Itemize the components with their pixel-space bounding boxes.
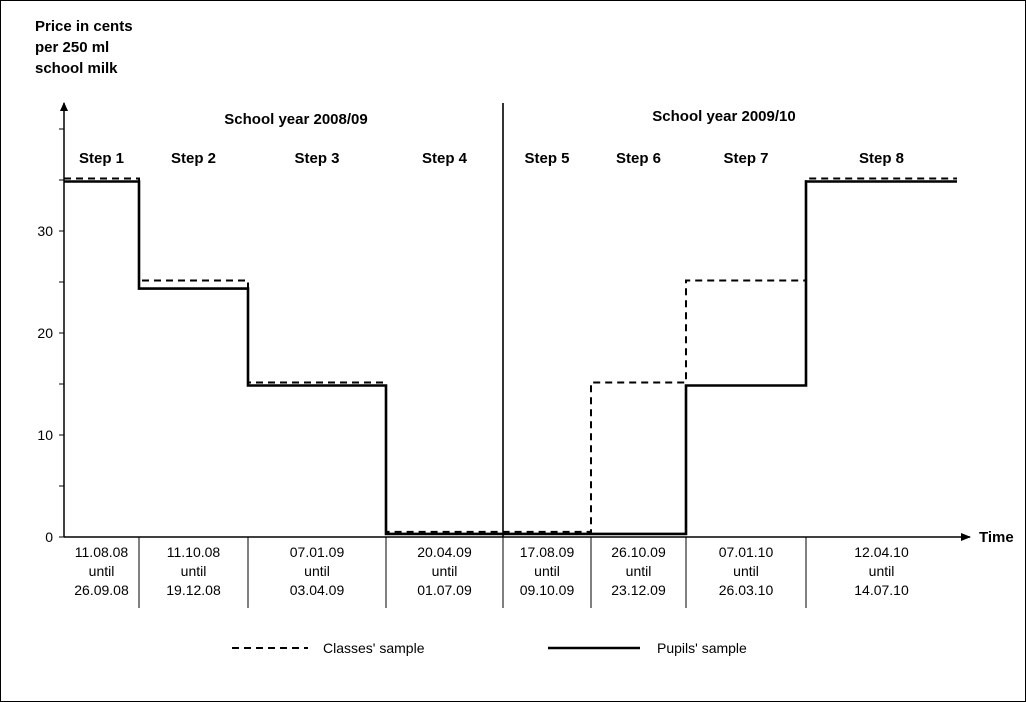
period-label: until [432,563,458,579]
pupils-legend-label: Pupils' sample [657,640,747,656]
step-label: Step 3 [294,150,339,167]
period-label: 03.04.09 [290,582,345,598]
period-label: until [534,563,560,579]
period-label: 23.12.09 [611,582,666,598]
step-label: Step 2 [171,150,216,167]
y-axis-arrow [60,102,68,111]
y-tick-label: 0 [45,529,53,545]
period-label: 11.08.08 [75,544,129,560]
period-label: 26.09.08 [74,582,129,598]
y-tick-label: 20 [37,325,53,341]
period-label: 26.10.09 [611,544,666,560]
period-label: 07.01.10 [719,544,774,560]
step-label: Step 7 [723,150,768,167]
period-label: until [304,563,330,579]
period-label: until [869,563,895,579]
period-label: 20.04.09 [417,544,472,560]
period-label: 01.07.09 [417,582,472,598]
school-year-label: School year 2009/10 [652,108,795,125]
x-axis-arrow [961,533,971,541]
period-label: 26.03.10 [719,582,774,598]
y-axis-label-line: per 250 ml [35,39,109,56]
period-label: until [89,563,115,579]
y-tick-label: 10 [37,427,53,443]
x-axis-label: Time [979,529,1014,546]
school-year-label: School year 2008/09 [224,111,367,128]
y-tick-label: 30 [37,223,53,239]
period-label: until [733,563,759,579]
classes-legend-label: Classes' sample [323,640,425,656]
period-label: until [181,563,207,579]
period-label: 17.08.09 [520,544,575,560]
period-label: 14.07.10 [854,582,909,598]
period-label: 07.01.09 [290,544,345,560]
step-label: Step 5 [524,150,569,167]
period-label: until [626,563,652,579]
step-label: Step 8 [859,150,904,167]
period-label: 11.10.08 [167,544,221,560]
period-label: 09.10.09 [520,582,575,598]
y-axis-label-line: Price in cents [35,18,133,35]
y-axis-label-line: school milk [35,60,118,77]
step-label: Step 4 [422,150,468,167]
pupils-sample-line [64,180,957,536]
step-label: Step 1 [79,150,124,167]
classes-sample-line [64,177,957,533]
period-label: 12.04.10 [854,544,909,560]
step-label: Step 6 [616,150,661,167]
period-label: 19.12.08 [166,582,221,598]
